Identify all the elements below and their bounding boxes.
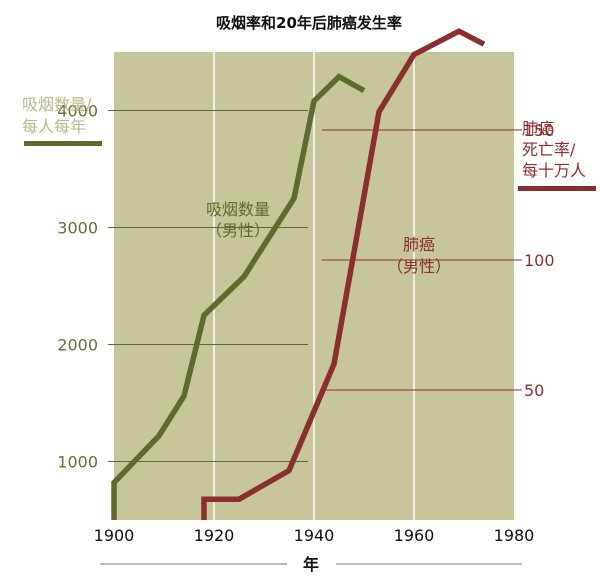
right-axis-label-line2: 死亡率/ xyxy=(522,140,576,159)
x-tick-label-1940: 1940 xyxy=(294,526,335,545)
right-tick-label-100: 100 xyxy=(524,251,555,270)
left-tick-label-3000: 3000 xyxy=(57,219,98,238)
left-axis-label-line1: 吸烟数量/ xyxy=(22,95,92,114)
series-lines xyxy=(111,28,486,520)
left-tick-label-2000: 2000 xyxy=(57,336,98,355)
x-tick-label-1980: 1980 xyxy=(494,526,535,545)
series-line-1 xyxy=(201,28,486,520)
left-axis-label-line2: 每人每年 xyxy=(22,117,86,136)
left-axis-label-underline xyxy=(24,141,102,146)
series-line-0 xyxy=(111,73,366,520)
series-label-cancer-line2: （男性） xyxy=(387,257,451,276)
x-tick-label-1900: 1900 xyxy=(94,526,135,545)
left-axis-tick-labels: 1000 2000 3000 4000 xyxy=(57,102,98,472)
right-axis-label-underline xyxy=(518,186,596,191)
x-tick-label-1960: 1960 xyxy=(394,526,435,545)
series-label-smoking-line1: 吸烟数量 xyxy=(206,200,270,219)
right-axis-tick-labels: 50 100 150 xyxy=(524,121,555,400)
right-tick-label-50: 50 xyxy=(524,381,544,400)
series-label-smoking-line2: （男性） xyxy=(206,221,270,240)
right-axis-label-line3: 每十万人 xyxy=(522,161,586,180)
chart-title: 吸烟率和20年后肺癌发生率 xyxy=(216,14,402,32)
right-tick-label-150: 150 xyxy=(524,121,555,140)
left-tick-label-1000: 1000 xyxy=(57,453,98,472)
x-axis-tick-labels: 1900 1920 1940 1960 1980 xyxy=(94,526,535,545)
x-tick-label-1920: 1920 xyxy=(194,526,235,545)
x-axis-label: 年 xyxy=(303,555,319,574)
series-label-cancer-line1: 肺癌 xyxy=(403,235,435,254)
right-axis-label-line1: 肺癌 xyxy=(522,119,554,138)
left-tick-label-4000: 4000 xyxy=(57,102,98,121)
